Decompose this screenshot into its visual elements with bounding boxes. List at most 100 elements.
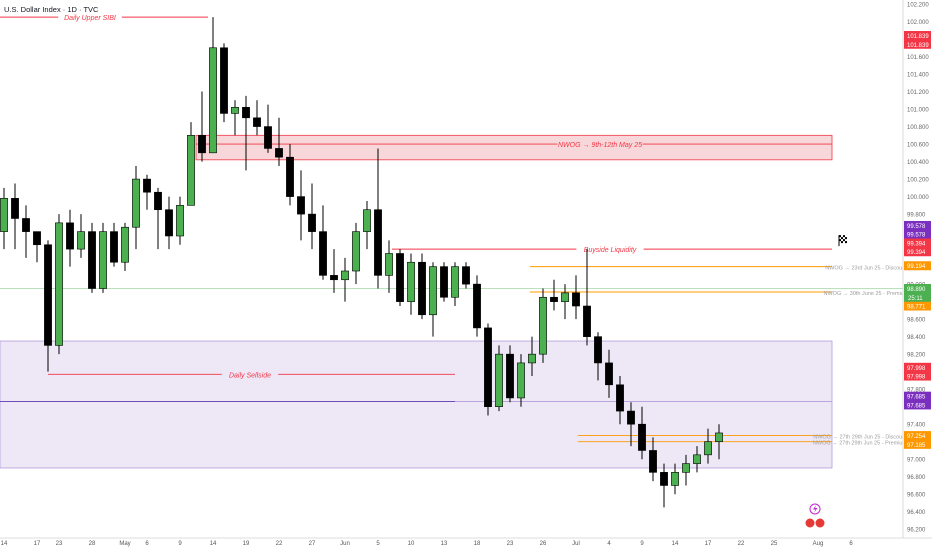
annotation-label: NWOG → 23rd Jun 25 - Discount (825, 266, 907, 272)
bull-candle[interactable] (693, 454, 701, 464)
price-axis-bg (903, 0, 932, 550)
bear-candle[interactable] (286, 156, 294, 197)
price-tag-bg (904, 371, 931, 381)
bear-candle[interactable] (264, 126, 272, 149)
x-tick-label: 6 (849, 541, 853, 547)
bull-candle[interactable] (682, 463, 690, 473)
bull-candle[interactable] (99, 231, 107, 289)
bear-candle[interactable] (550, 296, 558, 302)
annotation-label-bg (576, 244, 644, 255)
bull-candle[interactable] (517, 362, 525, 399)
bear-candle[interactable] (66, 222, 74, 250)
bear-candle[interactable] (506, 353, 514, 399)
bear-candle[interactable] (605, 362, 613, 386)
bear-candle[interactable] (440, 266, 448, 298)
bear-candle[interactable] (572, 292, 580, 307)
bear-candle[interactable] (220, 47, 228, 114)
bear-candle[interactable] (418, 261, 426, 316)
us-flag-icon[interactable] (815, 518, 825, 528)
bull-candle[interactable] (495, 353, 503, 407)
x-tick-label: 10 (408, 541, 415, 547)
bear-candle[interactable] (165, 209, 173, 237)
bull-candle[interactable] (539, 296, 547, 355)
bear-candle[interactable] (88, 231, 96, 289)
bear-candle[interactable] (198, 135, 206, 154)
flag-square (839, 235, 841, 238)
bull-candle[interactable] (55, 222, 63, 346)
bear-candle[interactable] (374, 209, 382, 276)
bull-candle[interactable] (528, 353, 536, 364)
x-tick-label: 5 (376, 541, 380, 547)
bear-candle[interactable] (594, 336, 602, 364)
bull-candle[interactable] (176, 205, 184, 237)
bull-candle[interactable] (187, 135, 195, 206)
y-tick-label: 96.400 (907, 510, 926, 516)
bear-candle[interactable] (154, 191, 162, 211)
bear-candle[interactable] (242, 106, 250, 119)
us-flag-icon[interactable] (805, 518, 815, 528)
x-tick-label: May (119, 541, 130, 547)
y-tick-label: 101.600 (907, 55, 929, 61)
bear-candle[interactable] (22, 218, 30, 232)
bull-candle[interactable] (341, 270, 349, 281)
bull-candle[interactable] (429, 266, 437, 316)
bull-candle[interactable] (352, 231, 360, 272)
bear-candle[interactable] (253, 117, 261, 127)
bear-candle[interactable] (627, 410, 635, 425)
x-tick-label: 13 (441, 541, 448, 547)
y-tick-label: 99.800 (907, 213, 926, 219)
x-tick-label: 14 (672, 541, 679, 547)
bear-candle[interactable] (330, 275, 338, 281)
bear-candle[interactable] (33, 231, 41, 246)
bear-candle[interactable] (583, 305, 591, 337)
y-tick-label: 100.400 (907, 160, 929, 166)
annotation-label-bg (221, 369, 279, 380)
bull-candle[interactable] (385, 253, 393, 276)
bull-candle[interactable] (231, 106, 239, 114)
bull-candle[interactable] (671, 472, 679, 486)
bear-candle[interactable] (473, 283, 481, 329)
bull-candle[interactable] (561, 292, 569, 302)
bull-candle[interactable] (715, 432, 723, 443)
bear-candle[interactable] (484, 327, 492, 407)
bull-candle[interactable] (209, 47, 217, 154)
bear-candle[interactable] (11, 198, 19, 219)
bear-candle[interactable] (275, 148, 283, 158)
bear-candle[interactable] (660, 472, 668, 486)
price-tag-label: 99.578 (907, 233, 926, 239)
bull-candle[interactable] (132, 178, 140, 228)
event-lightning-icon[interactable] (809, 503, 821, 515)
bull-candle[interactable] (121, 226, 129, 263)
bull-candle[interactable] (451, 266, 459, 298)
sellside-zone (0, 340, 833, 469)
bear-candle[interactable] (319, 231, 327, 276)
bear-candle[interactable] (462, 266, 470, 285)
bear-candle[interactable] (638, 423, 646, 451)
bear-candle[interactable] (297, 196, 305, 215)
bull-candle[interactable] (363, 209, 371, 232)
bull-candle[interactable] (0, 198, 8, 232)
flag-square (843, 235, 845, 238)
bear-candle[interactable] (649, 450, 657, 473)
flag-square (839, 239, 841, 242)
countdown-label: 25:11 (908, 296, 923, 302)
price-tag-bg (904, 31, 931, 41)
bull-candle[interactable] (407, 261, 415, 302)
bear-candle[interactable] (110, 231, 118, 263)
bull-candle[interactable] (77, 231, 85, 250)
bull-candle[interactable] (704, 441, 712, 456)
bear-candle[interactable] (44, 244, 52, 346)
annotation-label: NWOG → 27th 29th Jun 25 - Premium (813, 441, 908, 447)
bear-candle[interactable] (308, 213, 316, 232)
annotation-label: Daily Sellside (229, 372, 271, 379)
x-tick-label: 22 (276, 541, 283, 547)
bear-candle[interactable] (143, 178, 151, 193)
y-tick-label: 97.000 (907, 458, 926, 464)
bear-candle[interactable] (396, 253, 404, 302)
x-tick-label: 22 (738, 541, 745, 547)
price-tag-label: 97.998 (907, 366, 926, 372)
price-tag-label: 97.254 (907, 434, 926, 440)
bear-candle[interactable] (616, 384, 624, 412)
